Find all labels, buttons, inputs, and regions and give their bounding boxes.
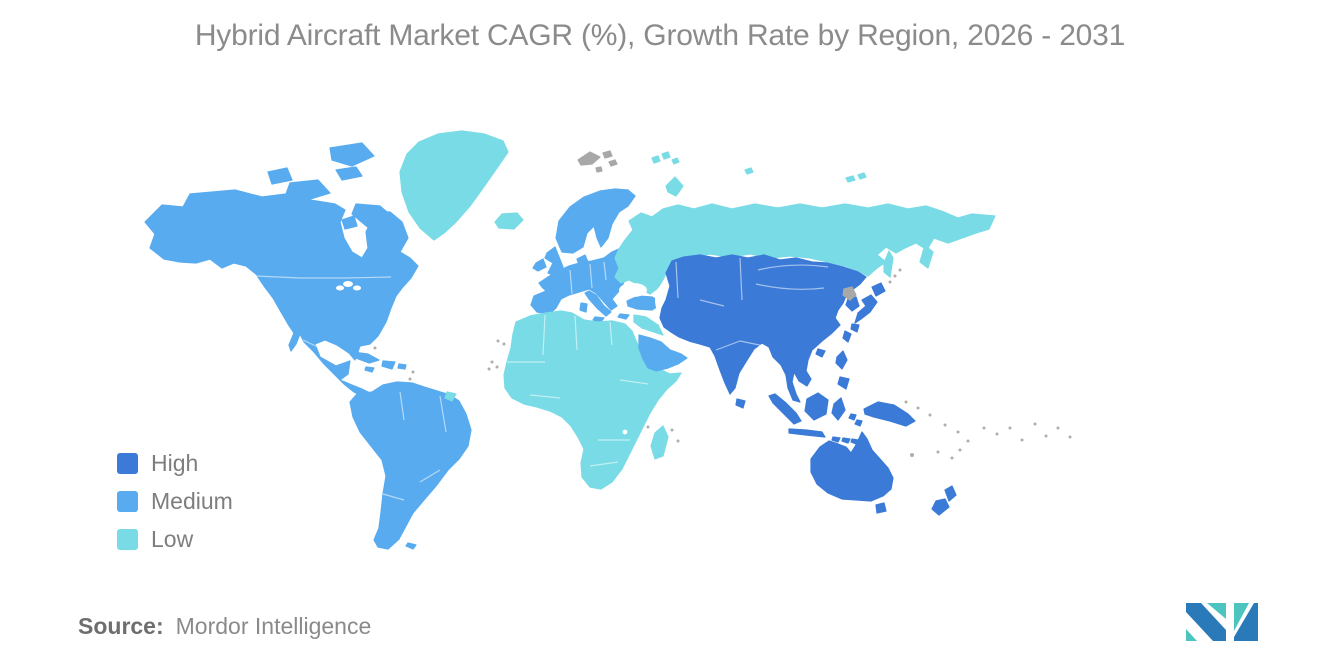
region-africa: [503, 310, 682, 490]
source-attribution: Source: Mordor Intelligence: [78, 613, 371, 640]
source-label: Source:: [78, 613, 164, 639]
island-specks: [373, 268, 1072, 460]
chart-title: Hybrid Aircraft Market CAGR (%), Growth …: [194, 19, 1126, 52]
logo-m-teal-bottom-left: [1186, 629, 1197, 641]
region-greenland-iceland: [399, 130, 524, 241]
logo-m-teal-top-right: [1207, 603, 1226, 619]
region-asia: [659, 254, 867, 409]
legend-item-high: High: [117, 450, 233, 476]
region-north-korea: [842, 286, 857, 301]
region-svalbard: [577, 150, 618, 173]
region-europe: [530, 188, 664, 324]
region-levant: [633, 314, 664, 336]
legend-item-medium: Medium: [117, 488, 233, 514]
logo-m-blue-band: [1186, 603, 1226, 641]
logo-m-glyph: [1186, 603, 1226, 641]
region-southeast-asia-islands: [768, 350, 916, 445]
region-japan-korea: [845, 282, 886, 333]
legend-swatch-low: [117, 528, 138, 550]
legend-swatch-high: [117, 452, 138, 474]
logo-i-blue: [1234, 603, 1258, 641]
legend-label-high: High: [151, 450, 199, 476]
region-australia-nz: [810, 431, 957, 516]
mordor-intelligence-logo: [1186, 603, 1258, 641]
logo-i-teal: [1234, 603, 1249, 631]
region-south-america: [349, 381, 472, 550]
legend-label-medium: Medium: [151, 488, 233, 514]
region-north-america: [144, 142, 419, 404]
legend-label-low: Low: [151, 526, 194, 552]
legend: High Medium Low: [117, 452, 233, 566]
region-middle-east: [638, 334, 688, 372]
logo-i-glyph: [1234, 603, 1258, 641]
legend-swatch-medium: [117, 490, 138, 512]
source-value: Mordor Intelligence: [175, 613, 372, 639]
legend-item-low: Low: [117, 526, 233, 552]
